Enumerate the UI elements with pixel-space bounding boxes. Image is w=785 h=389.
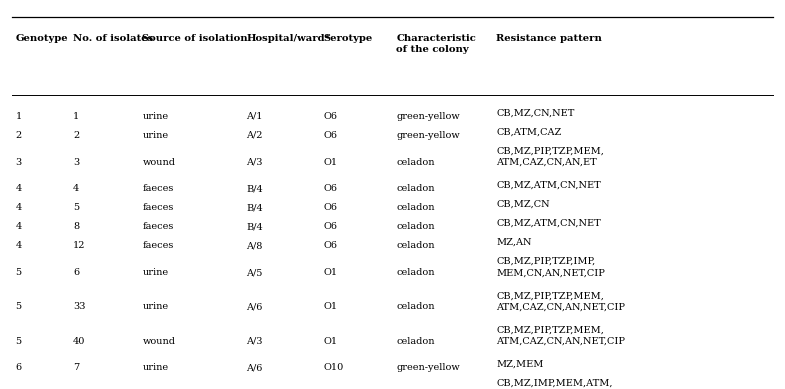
Text: 4: 4	[16, 203, 22, 212]
Text: O1: O1	[323, 268, 338, 277]
Text: CB,MZ,PIP,TZP,MEM,
ATM,CAZ,CN,AN,NET,CIP: CB,MZ,PIP,TZP,MEM, ATM,CAZ,CN,AN,NET,CIP	[496, 291, 626, 312]
Text: 4: 4	[16, 184, 22, 193]
Text: A/1: A/1	[246, 112, 263, 121]
Text: A/6: A/6	[246, 363, 263, 372]
Text: 5: 5	[16, 268, 22, 277]
Text: CB,MZ,ATM,CN,NET: CB,MZ,ATM,CN,NET	[496, 181, 601, 190]
Text: green-yellow: green-yellow	[396, 112, 460, 121]
Text: celadon: celadon	[396, 337, 435, 346]
Text: 5: 5	[73, 203, 79, 212]
Text: O1: O1	[323, 158, 338, 166]
Text: B/4: B/4	[246, 203, 263, 212]
Text: O6: O6	[323, 131, 338, 140]
Text: 4: 4	[16, 223, 22, 231]
Text: CB,MZ,CN,NET: CB,MZ,CN,NET	[496, 109, 575, 117]
Text: MZ,MEM: MZ,MEM	[496, 360, 544, 369]
Text: urine: urine	[142, 363, 169, 372]
Text: urine: urine	[142, 303, 169, 312]
Text: 4: 4	[73, 184, 79, 193]
Text: faeces: faeces	[142, 184, 173, 193]
Text: 12: 12	[73, 242, 86, 251]
Text: 6: 6	[16, 363, 22, 372]
Text: Genotype: Genotype	[16, 34, 68, 44]
Text: celadon: celadon	[396, 203, 435, 212]
Text: A/3: A/3	[246, 158, 263, 166]
Text: celadon: celadon	[396, 223, 435, 231]
Text: Serotype: Serotype	[323, 34, 373, 44]
Text: 1: 1	[73, 112, 79, 121]
Text: 2: 2	[73, 131, 79, 140]
Text: A/6: A/6	[246, 303, 263, 312]
Text: celadon: celadon	[396, 303, 435, 312]
Text: B/4: B/4	[246, 184, 263, 193]
Text: O6: O6	[323, 203, 338, 212]
Text: urine: urine	[142, 112, 169, 121]
Text: 4: 4	[16, 242, 22, 251]
Text: CB,MZ,PIP,TZP,IMP,
MEM,CN,AN,NET,CIP: CB,MZ,PIP,TZP,IMP, MEM,CN,AN,NET,CIP	[496, 257, 605, 277]
Text: Characteristic
of the colony: Characteristic of the colony	[396, 34, 476, 54]
Text: 2: 2	[16, 131, 22, 140]
Text: 33: 33	[73, 303, 86, 312]
Text: CB,MZ,ATM,CN,NET: CB,MZ,ATM,CN,NET	[496, 219, 601, 228]
Text: green-yellow: green-yellow	[396, 363, 460, 372]
Text: CB,MZ,PIP,TZP,MEM,
ATM,CAZ,CN,AN,ET: CB,MZ,PIP,TZP,MEM, ATM,CAZ,CN,AN,ET	[496, 147, 604, 167]
Text: O6: O6	[323, 112, 338, 121]
Text: faeces: faeces	[142, 242, 173, 251]
Text: 5: 5	[16, 337, 22, 346]
Text: celadon: celadon	[396, 184, 435, 193]
Text: 40: 40	[73, 337, 86, 346]
Text: O6: O6	[323, 184, 338, 193]
Text: A/3: A/3	[246, 337, 263, 346]
Text: 3: 3	[16, 158, 22, 166]
Text: CB,MZ,IMP,MEM,ATM,
CAZ,NET: CB,MZ,IMP,MEM,ATM, CAZ,NET	[496, 379, 613, 389]
Text: No. of isolates: No. of isolates	[73, 34, 154, 44]
Text: 3: 3	[73, 158, 79, 166]
Text: 7: 7	[73, 363, 79, 372]
Text: Source of isolation: Source of isolation	[142, 34, 248, 44]
Text: wound: wound	[142, 158, 176, 166]
Text: faeces: faeces	[142, 203, 173, 212]
Text: CB,MZ,PIP,TZP,MEM,
ATM,CAZ,CN,AN,NET,CIP: CB,MZ,PIP,TZP,MEM, ATM,CAZ,CN,AN,NET,CIP	[496, 326, 626, 346]
Text: Resistance pattern: Resistance pattern	[496, 34, 602, 44]
Text: celadon: celadon	[396, 242, 435, 251]
Text: O10: O10	[323, 363, 344, 372]
Text: A/8: A/8	[246, 242, 263, 251]
Text: O6: O6	[323, 242, 338, 251]
Text: CB,MZ,CN: CB,MZ,CN	[496, 200, 550, 209]
Text: green-yellow: green-yellow	[396, 131, 460, 140]
Text: faeces: faeces	[142, 223, 173, 231]
Text: 6: 6	[73, 268, 79, 277]
Text: O6: O6	[323, 223, 338, 231]
Text: 5: 5	[16, 303, 22, 312]
Text: O1: O1	[323, 303, 338, 312]
Text: MZ,AN: MZ,AN	[496, 238, 532, 247]
Text: urine: urine	[142, 131, 169, 140]
Text: wound: wound	[142, 337, 176, 346]
Text: 1: 1	[16, 112, 22, 121]
Text: A/5: A/5	[246, 268, 263, 277]
Text: O1: O1	[323, 337, 338, 346]
Text: Hospital/ward*: Hospital/ward*	[246, 34, 330, 44]
Text: urine: urine	[142, 268, 169, 277]
Text: A/2: A/2	[246, 131, 263, 140]
Text: CB,ATM,CAZ: CB,ATM,CAZ	[496, 128, 562, 137]
Text: celadon: celadon	[396, 268, 435, 277]
Text: 8: 8	[73, 223, 79, 231]
Text: B/4: B/4	[246, 223, 263, 231]
Text: celadon: celadon	[396, 158, 435, 166]
